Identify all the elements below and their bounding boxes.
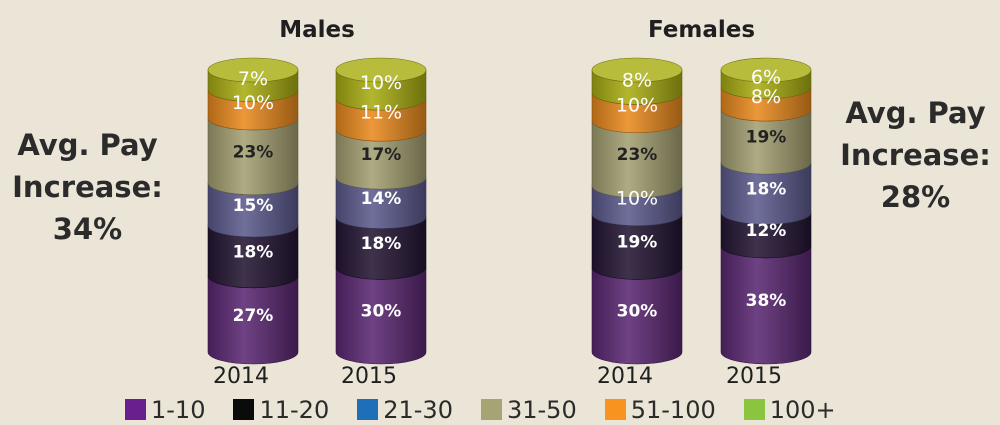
legend-item: 11-20 [233,396,329,424]
avg-pay-increase-males: Avg. Pay Increase: 34% [0,124,175,250]
data-label: 14% [361,189,402,209]
data-label: 23% [617,145,658,165]
legend-item: 51-100 [604,395,716,424]
x-tick-label: 2015 [726,364,782,389]
legend-swatch [743,399,765,420]
avg-value: 28% [880,180,951,214]
avg-label-line1: Avg. Pay [845,96,986,130]
data-label: 19% [746,128,787,148]
avg-pay-increase-females: Avg. Pay Increase: 28% [828,92,1000,218]
bar-top-cap [591,57,683,83]
chart-legend: 1-10 11-20 21-30 31-50 51-100 100+ [125,394,885,425]
legend-swatch [604,399,626,420]
data-label: 7% [238,68,268,90]
data-label: 18% [361,234,402,254]
x-tick-label: 2014 [213,364,269,389]
avg-label-line2: Increase: [840,138,991,172]
x-tick-label: 2015 [341,364,397,389]
group-title: Females [648,17,755,43]
bar-top-cap [207,57,299,83]
legend-label: 21-30 [383,395,453,424]
data-label: 11% [360,102,402,124]
legend-label: 100+ [769,395,836,424]
legend-item: 1-10 [125,396,205,424]
legend-swatch [233,399,255,420]
data-label: 12% [746,221,787,241]
legend-swatch [125,399,146,420]
data-label: 19% [617,233,658,253]
data-label: 18% [746,179,787,199]
data-label: 8% [622,69,652,91]
data-label: 10% [360,72,402,94]
data-label: 10% [616,95,658,117]
data-label: 30% [361,302,402,322]
data-label: 23% [233,142,274,162]
data-label: 18% [233,242,274,262]
bar-top-cap [720,57,812,83]
data-label: 10% [232,92,274,114]
data-label: 6% [751,66,781,88]
legend-label: 31-50 [506,395,577,424]
legend-label: 1-10 [151,395,206,424]
avg-value: 34% [52,212,123,246]
data-label: 15% [233,196,274,216]
legend-item: 21-30 [357,396,453,424]
group-title: Males [279,17,355,43]
avg-label-line1: Avg. Pay [17,128,158,162]
legend-swatch [480,399,502,420]
data-label: 27% [233,306,274,326]
x-tick-label: 2014 [597,364,653,389]
data-label: 38% [746,291,787,311]
avg-label-line2: Increase: [12,170,163,204]
legend-item: 31-50 [480,395,577,424]
bar-top-cap [335,57,427,83]
legend-swatch [357,399,379,420]
legend-item: 100+ [743,395,836,424]
data-label: 30% [617,302,658,322]
data-label: 17% [361,145,402,165]
data-label: 10% [616,188,658,210]
data-label: 8% [751,86,781,108]
legend-label: 11-20 [259,395,330,424]
legend-label: 51-100 [630,395,716,424]
